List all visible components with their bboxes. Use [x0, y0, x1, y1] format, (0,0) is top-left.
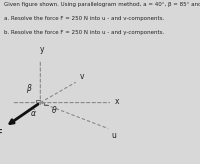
Text: $\beta$: $\beta$ [26, 82, 33, 95]
Text: a. Resolve the force F = 250 N into u - and v-components.: a. Resolve the force F = 250 N into u - … [4, 16, 164, 21]
Text: v: v [80, 72, 85, 81]
Text: u: u [111, 131, 116, 140]
Text: b. Resolve the force F = 250 N into u - and y-components.: b. Resolve the force F = 250 N into u - … [4, 30, 164, 35]
Text: Given figure shown. Using parallelogram method, a = 40°, β = 85° and θ = 25°: Given figure shown. Using parallelogram … [4, 2, 200, 7]
Text: $\theta$: $\theta$ [51, 104, 58, 115]
Text: F: F [0, 129, 2, 138]
Text: $\alpha$: $\alpha$ [30, 109, 37, 118]
Text: y: y [40, 45, 44, 54]
Text: x: x [115, 97, 120, 106]
